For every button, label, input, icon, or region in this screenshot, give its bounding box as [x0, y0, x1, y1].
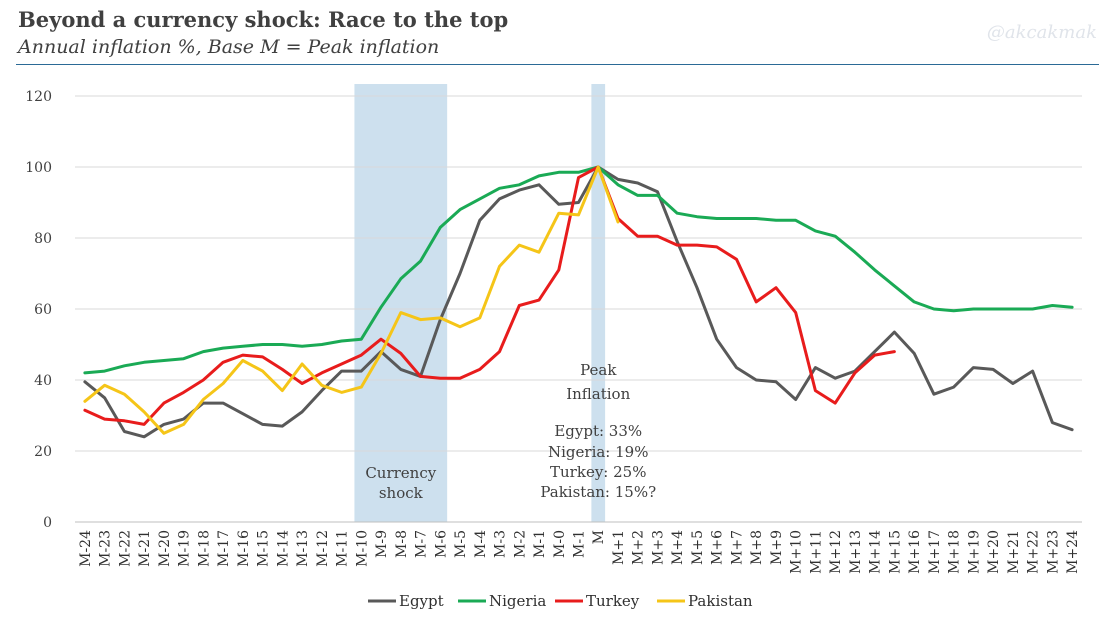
shaded-region-label: Currency	[365, 464, 436, 482]
series-lines	[83, 165, 1074, 439]
peak-annotation-line: Egypt: 33%	[554, 422, 642, 440]
x-tick-label: M-18	[196, 530, 212, 567]
peak-annotation-line: Turkey: 25%	[550, 463, 646, 481]
x-tick-label: M+4	[670, 530, 686, 565]
x-tick-label: M+6	[710, 530, 726, 565]
x-tick-label: M+12	[828, 530, 844, 574]
y-tick-label: 80	[34, 231, 52, 247]
x-tick-label: M+17	[927, 530, 943, 574]
x-tick-label: M-1	[532, 530, 548, 558]
x-tick-label: M-3	[493, 530, 509, 558]
legend-label-turkey: Turkey	[586, 592, 640, 610]
shaded-region	[591, 84, 606, 522]
x-tick-label: M-13	[295, 530, 311, 567]
peak-annotation-line: Pakistan: 15%?	[540, 483, 656, 501]
x-tick-label: M-12	[315, 530, 331, 567]
x-tick-label: M+2	[631, 530, 647, 565]
series-line-egypt	[83, 165, 1074, 439]
x-tick-label: M-15	[256, 530, 272, 567]
y-tick-label: 100	[25, 160, 52, 176]
shaded-region	[354, 84, 448, 522]
legend: Egypt Nigeria Turkey Pakistan	[368, 592, 753, 610]
x-tick-label: M+16	[907, 530, 923, 574]
x-tick-label: M+15	[887, 530, 903, 574]
x-tick-label: M+24	[1065, 530, 1081, 574]
y-tick-label: 60	[34, 302, 52, 318]
chart-subtitle: Annual inflation %, Base M = Peak inflat…	[18, 36, 440, 58]
x-tick-label: M+9	[769, 530, 785, 565]
shaded-region-label: shock	[379, 484, 424, 502]
shaded-regions: Currency shock	[354, 84, 606, 522]
series-line-turkey	[83, 165, 896, 426]
x-tick-label: M+18	[947, 530, 963, 574]
x-tick-label: M+20	[986, 530, 1002, 574]
y-tick-label: 20	[34, 444, 52, 460]
peak-annotation-line: Inflation	[566, 385, 630, 403]
x-tick-label: M-22	[117, 530, 133, 567]
x-tick-label: M+23	[1045, 530, 1061, 574]
x-tick-label: M+1	[611, 530, 627, 565]
x-tick-label: M+7	[729, 530, 745, 565]
x-tick-label: M-21	[137, 530, 153, 567]
chart-title: Beyond a currency shock: Race to the top	[18, 7, 509, 32]
x-tick-label: M+14	[868, 530, 884, 574]
x-tick-label: M+21	[1006, 530, 1022, 574]
x-tick-label: M-10	[354, 530, 370, 567]
x-tick-label: M-17	[216, 530, 232, 567]
x-tick-label: M-14	[275, 530, 291, 567]
x-tick-label: M-16	[236, 530, 252, 567]
series-line-nigeria	[83, 165, 1074, 375]
gridlines	[75, 95, 1082, 523]
header-divider	[16, 64, 1099, 65]
x-tick-label: M-23	[98, 530, 114, 567]
x-tick-label: M-20	[157, 530, 173, 567]
x-axis: M-24 M-23 M-22 M-21 M-20 M-19 M-18 M-17 M-16 M-15…	[78, 530, 1081, 574]
x-tick-label: M-5	[453, 530, 469, 558]
peak-annotation-line: Peak	[580, 361, 617, 379]
x-tick-label: M-19	[177, 530, 193, 567]
y-tick-label: 40	[34, 373, 52, 389]
legend-label-nigeria: Nigeria	[489, 592, 546, 610]
series-line-pakistan	[83, 165, 620, 435]
x-tick-label: M+13	[848, 530, 864, 574]
y-tick-label: 0	[43, 515, 52, 531]
x-tick-label: M-24	[78, 530, 94, 567]
x-tick-label: M-2	[512, 530, 528, 558]
peak-annotation-line: Nigeria: 19%	[548, 443, 648, 461]
x-tick-label: M-11	[335, 530, 351, 567]
legend-label-egypt: Egypt	[399, 592, 444, 610]
x-tick-label: M-1	[572, 530, 588, 558]
legend-label-pakistan: Pakistan	[688, 592, 753, 610]
x-tick-label: M-7	[414, 530, 430, 558]
x-tick-label: M+22	[1026, 530, 1042, 574]
x-tick-label: M+10	[789, 530, 805, 574]
x-tick-label: M-9	[374, 530, 390, 558]
x-tick-label: M+3	[650, 530, 666, 565]
x-tick-label: M	[591, 530, 607, 544]
x-tick-label: M+5	[690, 530, 706, 565]
x-tick-label: M-0	[552, 530, 568, 558]
x-tick-label: M-8	[394, 530, 410, 558]
x-tick-label: M+8	[749, 530, 765, 565]
x-tick-label: M-4	[473, 530, 489, 558]
peak-annotation: Peak Inflation Egypt: 33% Nigeria: 19% Turke…	[540, 361, 656, 501]
x-tick-label: M+11	[808, 530, 824, 574]
x-tick-label: M+19	[966, 530, 982, 574]
watermark-handle: @akcakmak	[986, 22, 1097, 43]
y-tick-label: 120	[25, 89, 52, 105]
y-axis: 0 20 40 60 80 100 120	[25, 89, 52, 531]
x-tick-label: M-6	[433, 530, 449, 558]
